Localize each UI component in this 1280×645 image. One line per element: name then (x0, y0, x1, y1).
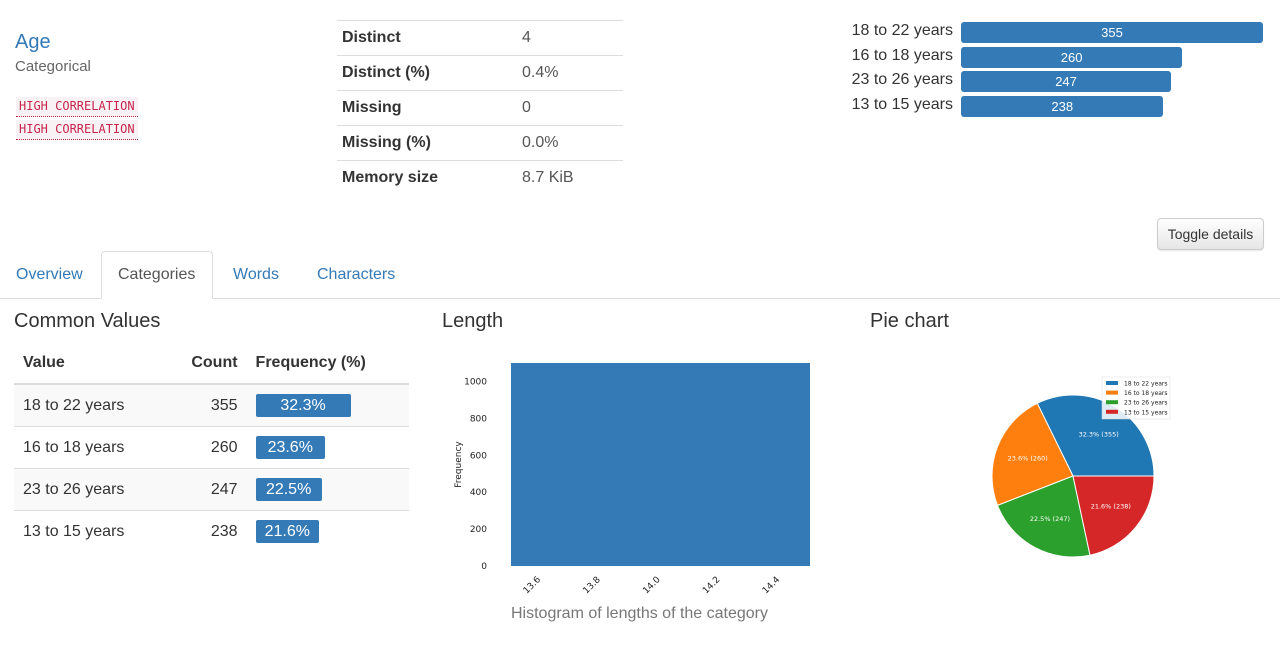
frequency-bar: 21.6% (255, 520, 320, 543)
stats-table: Distinct 4 Distinct (%) 0.4% Missing 0 Miss… (337, 20, 623, 195)
table-header-row: Value Count Frequency (%) (14, 343, 409, 385)
mini-bar-label: 13 to 15 years (851, 96, 953, 114)
tab-words[interactable]: Words (233, 266, 279, 283)
pie-slice (1072, 475, 1155, 556)
frequency-column-header: Frequency (%) (246, 343, 409, 385)
slice-label: 23.6% (260) (1008, 454, 1048, 462)
stat-label: Distinct (%) (337, 55, 517, 91)
common-values-table: Value Count Frequency (%) 18 to 22 years… (14, 343, 409, 552)
stat-value: 0.0% (517, 125, 623, 161)
histogram-bar (511, 363, 810, 566)
stat-value: 8.7 KiB (517, 160, 623, 195)
length-title: Length (442, 310, 504, 332)
alert-badge: HIGH CORRELATION (16, 97, 138, 117)
legend-swatch (1106, 409, 1118, 414)
mini-bar-label: 16 to 18 years (851, 46, 953, 64)
x-tick-label: 14.0 (641, 575, 662, 596)
tab-overview[interactable]: Overview (16, 266, 83, 283)
table-row: 23 to 26 years 247 22.5% (14, 468, 409, 511)
legend-label: 18 to 22 years (1124, 381, 1168, 388)
mini-bar: 238 (961, 96, 1164, 118)
pie-chart: 32.3% (355) 23.6% (260) 22.5% (247) 21.6% (… (991, 376, 1171, 558)
stat-value: 4 (517, 20, 623, 56)
length-histogram: 0 200 400 600 800 1000 13.6 13.8 14.0 14.2 14.4 Fre… (454, 363, 810, 596)
frequency-bar: 32.3% (255, 394, 351, 417)
frequency-bar: 22.5% (255, 478, 322, 501)
frequency-cell: 22.5% (246, 468, 409, 511)
mini-bar: 247 (961, 71, 1172, 93)
frequency-cell: 32.3% (246, 383, 409, 427)
variable-type: Categorical (15, 58, 91, 75)
y-tick-label: 200 (470, 525, 487, 535)
pie-legend: 18 to 22 years 16 to 18 years 23 to 26 yea… (1101, 376, 1171, 420)
variable-name-link[interactable]: Age (15, 31, 51, 53)
x-tick-label: 13.6 (522, 575, 543, 596)
count-cell: 260 (165, 426, 247, 469)
y-tick-label: 0 (481, 562, 487, 572)
count-cell: 238 (165, 510, 247, 552)
value-cell: 16 to 18 years (14, 426, 166, 469)
alert-badge: HIGH CORRELATION (16, 120, 138, 140)
y-tick-label: 1000 (464, 377, 487, 387)
slice-label: 21.6% (238) (1091, 503, 1131, 511)
stats-row: Missing 0 (337, 90, 623, 126)
mini-bar-row: 18 to 22 years 355 (845, 20, 1265, 45)
stats-row: Missing (%) 0.0% (337, 125, 623, 161)
table-row: 18 to 22 years 355 32.3% (14, 383, 409, 427)
tab-bar: Overview Categories Words Characters (0, 251, 1280, 299)
frequency-cell: 23.6% (246, 426, 409, 469)
frequency-cell: 21.6% (246, 510, 409, 552)
value-cell: 13 to 15 years (14, 510, 166, 552)
mini-bar-label: 23 to 26 years (851, 71, 953, 89)
y-axis-label: Frequency (454, 441, 464, 488)
value-cell: 23 to 26 years (14, 468, 166, 511)
slice-label: 32.3% (355) (1079, 431, 1119, 439)
pie-slice (991, 402, 1074, 507)
y-tick-label: 800 (470, 414, 487, 424)
pie-slice (996, 475, 1091, 558)
legend-label: 13 to 15 years (1124, 409, 1168, 416)
mini-bar-row: 23 to 26 years 247 (845, 69, 1265, 94)
y-tick-label: 400 (470, 488, 487, 498)
stat-value: 0 (517, 90, 623, 126)
slice-label: 22.5% (247) (1030, 515, 1070, 523)
stats-row: Distinct (%) 0.4% (337, 55, 623, 91)
legend-label: 23 to 26 years (1124, 400, 1168, 407)
legend-swatch (1106, 390, 1118, 395)
x-tick-label: 14.2 (701, 575, 722, 596)
table-row: 16 to 18 years 260 23.6% (14, 426, 409, 469)
pie-chart-title: Pie chart (870, 310, 949, 332)
value-cell: 18 to 22 years (14, 383, 166, 427)
stat-label: Missing (337, 90, 517, 126)
tab-categories[interactable]: Categories (101, 251, 213, 299)
count-cell: 355 (165, 383, 247, 427)
mini-frequency-chart: 18 to 22 years 355 16 to 18 years 260 23… (845, 20, 1265, 119)
mini-bar: 260 (961, 46, 1183, 68)
mini-bar: 355 (961, 22, 1263, 43)
value-column-header: Value (14, 343, 166, 385)
common-values-title: Common Values (14, 310, 161, 332)
legend-swatch (1106, 400, 1118, 405)
mini-bar-row: 13 to 15 years 238 (845, 94, 1265, 119)
table-row: 13 to 15 years 238 21.6% (14, 510, 409, 552)
count-cell: 247 (165, 468, 247, 511)
stat-label: Distinct (337, 20, 517, 56)
count-column-header: Count (165, 343, 247, 385)
y-tick-label: 600 (470, 451, 487, 461)
mini-bar-label: 18 to 22 years (851, 22, 953, 39)
x-tick-label: 14.4 (761, 575, 782, 596)
tab-characters[interactable]: Characters (317, 266, 396, 283)
x-tick-label: 13.8 (582, 575, 603, 596)
stats-row: Memory size 8.7 KiB (337, 160, 623, 195)
frequency-bar: 23.6% (255, 436, 325, 459)
histogram-caption: Histogram of lengths of the category (510, 605, 769, 622)
stat-value: 0.4% (517, 55, 623, 91)
stat-label: Memory size (337, 160, 517, 195)
legend-label: 16 to 18 years (1124, 390, 1168, 397)
stat-label: Missing (%) (337, 125, 517, 161)
stats-row: Distinct 4 (337, 20, 623, 56)
toggle-details-button[interactable]: Toggle details (1157, 218, 1264, 250)
legend-swatch (1106, 381, 1118, 385)
mini-bar-row: 16 to 18 years 260 (845, 45, 1265, 70)
